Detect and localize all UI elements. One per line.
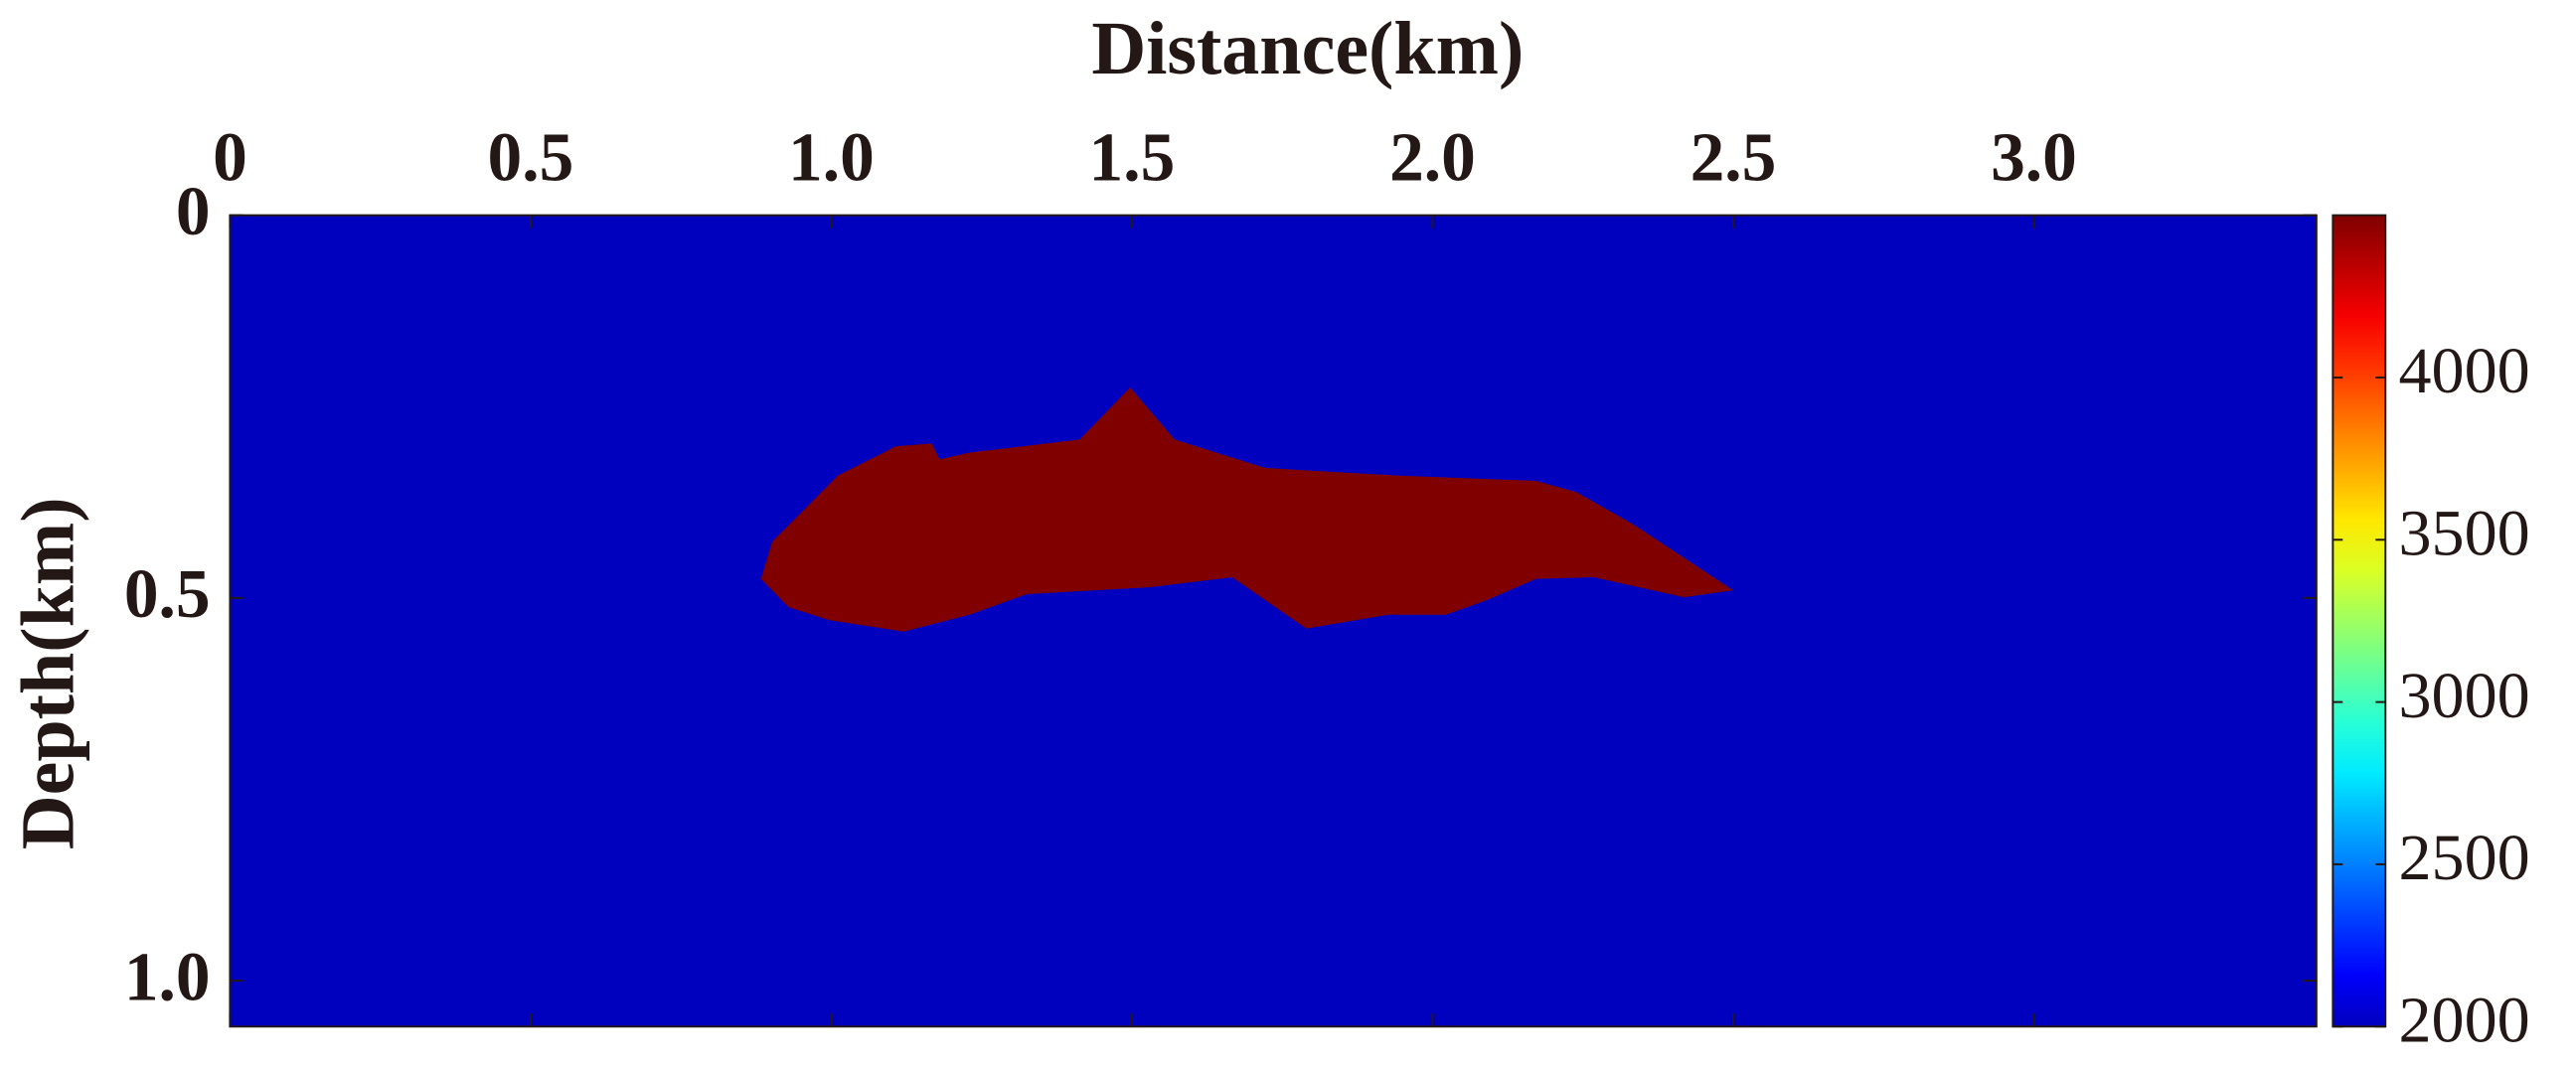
x-tick-label: 1.5 xyxy=(1089,119,1176,196)
colorbar-tick-label: 3500 xyxy=(2398,497,2529,569)
x-tick-label: 2.0 xyxy=(1389,119,1476,196)
background xyxy=(230,215,2317,1027)
y-axis-label: Depth(km) xyxy=(7,497,90,849)
x-tick-label: 1.0 xyxy=(788,119,875,196)
colorbar-tick-label: 2500 xyxy=(2398,822,2529,894)
y-tick-label: 0 xyxy=(176,174,211,250)
x-tick-label: 0.5 xyxy=(488,119,574,196)
x-axis-label: Distance(km) xyxy=(1091,7,1524,90)
x-tick-label: 2.5 xyxy=(1690,119,1777,196)
colorbar-tick-label: 2000 xyxy=(2398,984,2529,1056)
x-tick-label: 0 xyxy=(213,119,247,196)
y-tick-label: 1.0 xyxy=(124,939,211,1015)
y-tick-label: 0.5 xyxy=(124,556,211,633)
colorbar-tick-label: 3000 xyxy=(2398,660,2529,732)
plot-frame xyxy=(229,214,2318,1028)
high-velocity-body xyxy=(760,386,1733,632)
x-tick-label: 3.0 xyxy=(1991,119,2077,196)
colorbar-tick-label: 4000 xyxy=(2398,335,2529,407)
colorbar xyxy=(2332,214,2387,1028)
